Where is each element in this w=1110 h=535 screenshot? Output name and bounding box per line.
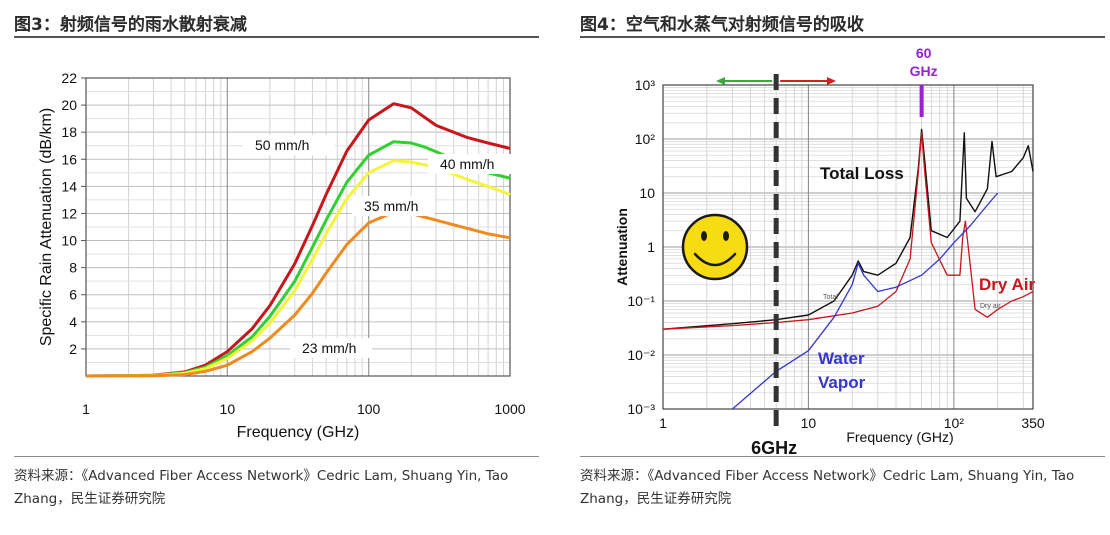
series-line-Dry-Air bbox=[662, 132, 1034, 330]
x-axis-label: Frequency (GHz) bbox=[846, 429, 953, 445]
y-tick-label: 1 bbox=[647, 239, 655, 255]
rain-attenuation-chart: 2 4 6 8 10 12 14 16 18 20 22 1 10 100 1000 Frequency (G… bbox=[38, 70, 526, 441]
series-label-box bbox=[352, 196, 434, 216]
series-line-50-mm-h bbox=[85, 102, 511, 378]
y-tick-label: 10 bbox=[61, 233, 77, 249]
y-tick-label: 6 bbox=[69, 287, 77, 303]
smiley-mouth bbox=[693, 252, 737, 267]
y-tick-label: 14 bbox=[61, 178, 77, 194]
y-tick-label: 10 bbox=[639, 185, 655, 201]
y-axis-label: Attenuation bbox=[614, 208, 630, 286]
x-tick-label: 1 bbox=[659, 415, 667, 431]
x-axis-label: Frequency (GHz) bbox=[237, 424, 360, 441]
small-curve-label: Total bbox=[823, 294, 838, 301]
y-tick-label: 10² bbox=[635, 131, 656, 147]
x-tick-label: 10 bbox=[220, 401, 236, 417]
series-label: 40 mm/h bbox=[440, 156, 494, 172]
x-tick-label: 1000 bbox=[494, 401, 525, 417]
x-tick-label: 350 bbox=[1021, 415, 1045, 431]
plot-frame bbox=[662, 84, 1034, 410]
figure-3-source: 资料来源：《Advanced Fiber Access Network》Cedr… bbox=[14, 468, 509, 507]
series-label-box bbox=[428, 154, 520, 174]
smiley-face-circle bbox=[681, 213, 749, 281]
source-divider bbox=[14, 456, 539, 457]
y-tick-label: 10⁻³ bbox=[627, 401, 655, 417]
figure-4-source: 资料来源：《Advanced Fiber Access Network》Cedr… bbox=[580, 468, 1075, 507]
marker-60ghz-label: 60 bbox=[916, 45, 932, 61]
smiley-face-icon bbox=[681, 213, 749, 281]
y-tick-label: 20 bbox=[61, 97, 77, 113]
figure-4-title: 图4：空气和水蒸气对射频信号的吸收 bbox=[580, 15, 864, 35]
series-label: Vapor bbox=[818, 373, 866, 392]
y-axis-label: Specific Rain Attenuation (dB/km) bbox=[38, 108, 55, 346]
smiley-right-eye bbox=[723, 231, 729, 241]
x-tick-label: 10² bbox=[944, 415, 965, 431]
arrow-right-head bbox=[827, 77, 836, 85]
air-vapor-absorption-chart: 10⁻³ 10⁻² 10⁻¹ 1 10 10² 10³ 1 10 10² 350 Frequency … bbox=[614, 45, 1045, 458]
x-tick-label: 10 bbox=[801, 415, 817, 431]
source-divider bbox=[580, 456, 1105, 457]
small-curve-label: Dry air bbox=[980, 303, 1001, 310]
marker-60ghz-label: GHz bbox=[910, 63, 938, 79]
figure-4-panel: 图4：空气和水蒸气对射频信号的吸收 10⁻³ 10⁻² 10⁻¹ 1 10 10² 10³ 1… bbox=[580, 0, 1110, 535]
y-tick-label: 10³ bbox=[635, 77, 656, 93]
series-line-23-mm-h bbox=[85, 210, 511, 378]
figure-3-panel: 图3：射频信号的雨水散射衰减 2 4 6 8 10 12 14 16 18 20 22 1 10 100 1… bbox=[14, 0, 544, 535]
plot-frame bbox=[85, 77, 511, 377]
title-divider bbox=[580, 36, 1105, 38]
series-line-Total-Loss bbox=[662, 128, 1034, 330]
x-tick-label: 1 bbox=[82, 401, 90, 417]
y-tick-label: 2 bbox=[69, 341, 77, 357]
series-label-box bbox=[243, 135, 335, 155]
y-tick-label: 8 bbox=[69, 260, 77, 276]
series-label-box bbox=[290, 338, 372, 358]
title-divider bbox=[14, 36, 539, 38]
y-tick-label: 16 bbox=[61, 151, 77, 167]
arrow-left-head bbox=[716, 77, 725, 85]
series-line-Water-Vapor bbox=[731, 192, 999, 410]
series-label: Dry Air bbox=[979, 275, 1035, 294]
y-tick-label: 18 bbox=[61, 124, 77, 140]
y-tick-label: 10⁻² bbox=[627, 347, 655, 363]
figure-3-title: 图3：射频信号的雨水散射衰减 bbox=[14, 15, 247, 35]
y-tick-label: 4 bbox=[69, 314, 77, 330]
series-label: 23 mm/h bbox=[302, 340, 356, 356]
series-label: 35 mm/h bbox=[364, 198, 418, 214]
x-tick-label: 100 bbox=[357, 401, 381, 417]
y-tick-label: 10⁻¹ bbox=[627, 293, 655, 309]
y-tick-label: 12 bbox=[61, 205, 77, 221]
series-label: 50 mm/h bbox=[255, 137, 309, 153]
series-label: Water bbox=[818, 349, 865, 368]
series-label: Total Loss bbox=[820, 164, 904, 183]
y-tick-label: 22 bbox=[61, 70, 77, 86]
smiley-left-eye bbox=[701, 231, 707, 241]
marker-6ghz-label: 6GHz bbox=[751, 438, 797, 458]
